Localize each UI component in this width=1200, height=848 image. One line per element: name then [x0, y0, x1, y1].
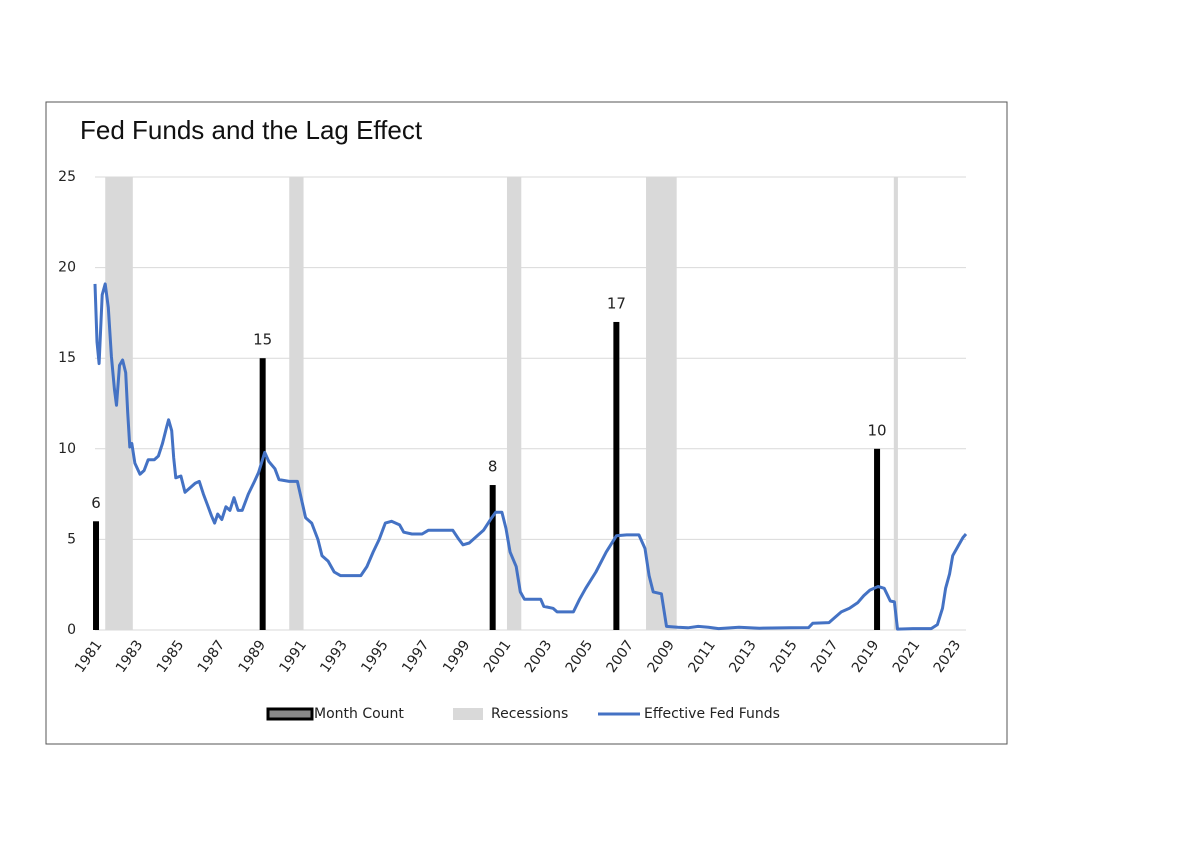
- y-tick-label: 20: [58, 260, 76, 276]
- recession-band: [289, 177, 304, 630]
- legend-label: Effective Fed Funds: [644, 706, 780, 722]
- y-tick-label: 10: [58, 441, 76, 457]
- bar: [874, 448, 881, 630]
- legend-swatch: [266, 707, 314, 721]
- recession-band: [893, 177, 898, 630]
- bar: [613, 321, 620, 630]
- data-label: 17: [607, 294, 626, 312]
- y-tick-label: 5: [67, 531, 76, 547]
- line: [93, 282, 968, 631]
- legend-swatch: [453, 708, 483, 720]
- bar: [259, 358, 266, 630]
- data-label: 10: [868, 421, 887, 439]
- legend-label: Recessions: [491, 706, 568, 722]
- y-tick-label: 25: [58, 169, 76, 185]
- bar: [93, 521, 100, 630]
- recession-band: [646, 177, 677, 630]
- chart-frame: [45, 101, 1008, 745]
- data-label: 8: [488, 458, 498, 476]
- y-tick-label: 0: [67, 622, 76, 638]
- y-tick-label: 15: [58, 350, 76, 366]
- legend-label: Month Count: [314, 706, 404, 722]
- data-label: 15: [253, 331, 272, 349]
- chart-title: Fed Funds and the Lag Effect: [80, 115, 423, 145]
- data-label: 6: [91, 494, 101, 512]
- bar: [489, 485, 496, 630]
- recession-band: [506, 177, 522, 630]
